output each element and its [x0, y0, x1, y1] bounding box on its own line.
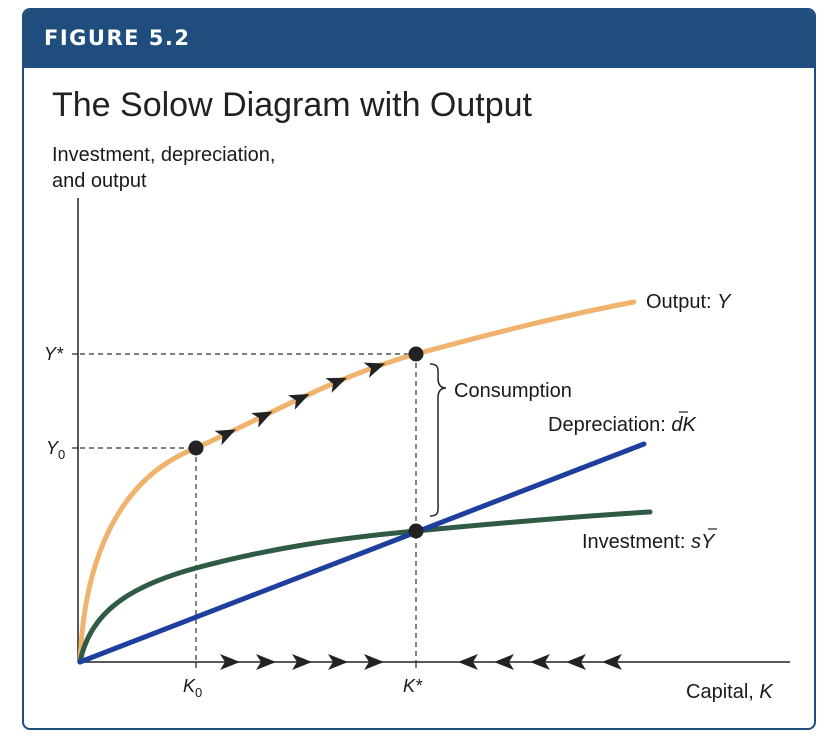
- point-kstar-ystar: [408, 346, 424, 362]
- output-curve-arrow: [363, 362, 386, 378]
- y0-label: Y0: [46, 438, 65, 462]
- x-axis-arrow-right: [364, 654, 384, 670]
- output-curve-arrow: [214, 429, 236, 446]
- x-axis-label: Capital, K: [686, 681, 774, 703]
- investment-label: Investment: sY: [582, 531, 716, 553]
- x-axis-arrow-right: [292, 654, 312, 670]
- investment-curve: [77, 509, 653, 665]
- y-axis-label-line1: Investment, depreciation,: [52, 144, 275, 166]
- consumption-brace: [429, 363, 447, 517]
- output-curve-arrow: [325, 377, 347, 393]
- x-axis-arrow-right: [256, 654, 276, 670]
- x-axis-arrow-right: [220, 654, 240, 670]
- output-curve-arrow: [251, 411, 273, 428]
- output-label: Output: Y: [646, 291, 732, 313]
- figure-header-bar: FIGURE 5.2: [24, 10, 814, 68]
- k-star-label: K*: [403, 676, 423, 696]
- y-axis-label-line2: and output: [52, 170, 147, 192]
- x-axis-arrow-left: [494, 654, 514, 670]
- output-curve: [77, 299, 637, 665]
- x-axis-arrow-right: [328, 654, 348, 670]
- figure-title: The Solow Diagram with Output: [52, 86, 532, 124]
- output-curve-arrows: [214, 362, 386, 446]
- figure-frame: FIGURE 5.2 The Solow Diagram with Output: [22, 8, 816, 730]
- point-steady-state: [408, 523, 424, 539]
- depreciation-label: Depreciation: dK: [548, 414, 698, 436]
- point-k0-y0: [188, 440, 204, 456]
- figure-label: FIGURE 5.2: [44, 26, 191, 50]
- k0-label: K0: [183, 676, 202, 700]
- x-axis-arrow-left: [530, 654, 550, 670]
- depreciation-line: [77, 441, 647, 665]
- x-axis-arrow-left: [566, 654, 586, 670]
- output-curve-arrow: [288, 394, 310, 410]
- x-axis-arrows: [220, 654, 622, 670]
- consumption-label: Consumption: [454, 380, 572, 402]
- y-star-label: Y*: [44, 344, 64, 364]
- x-axis-arrow-left: [458, 654, 478, 670]
- x-axis-arrow-left: [602, 654, 622, 670]
